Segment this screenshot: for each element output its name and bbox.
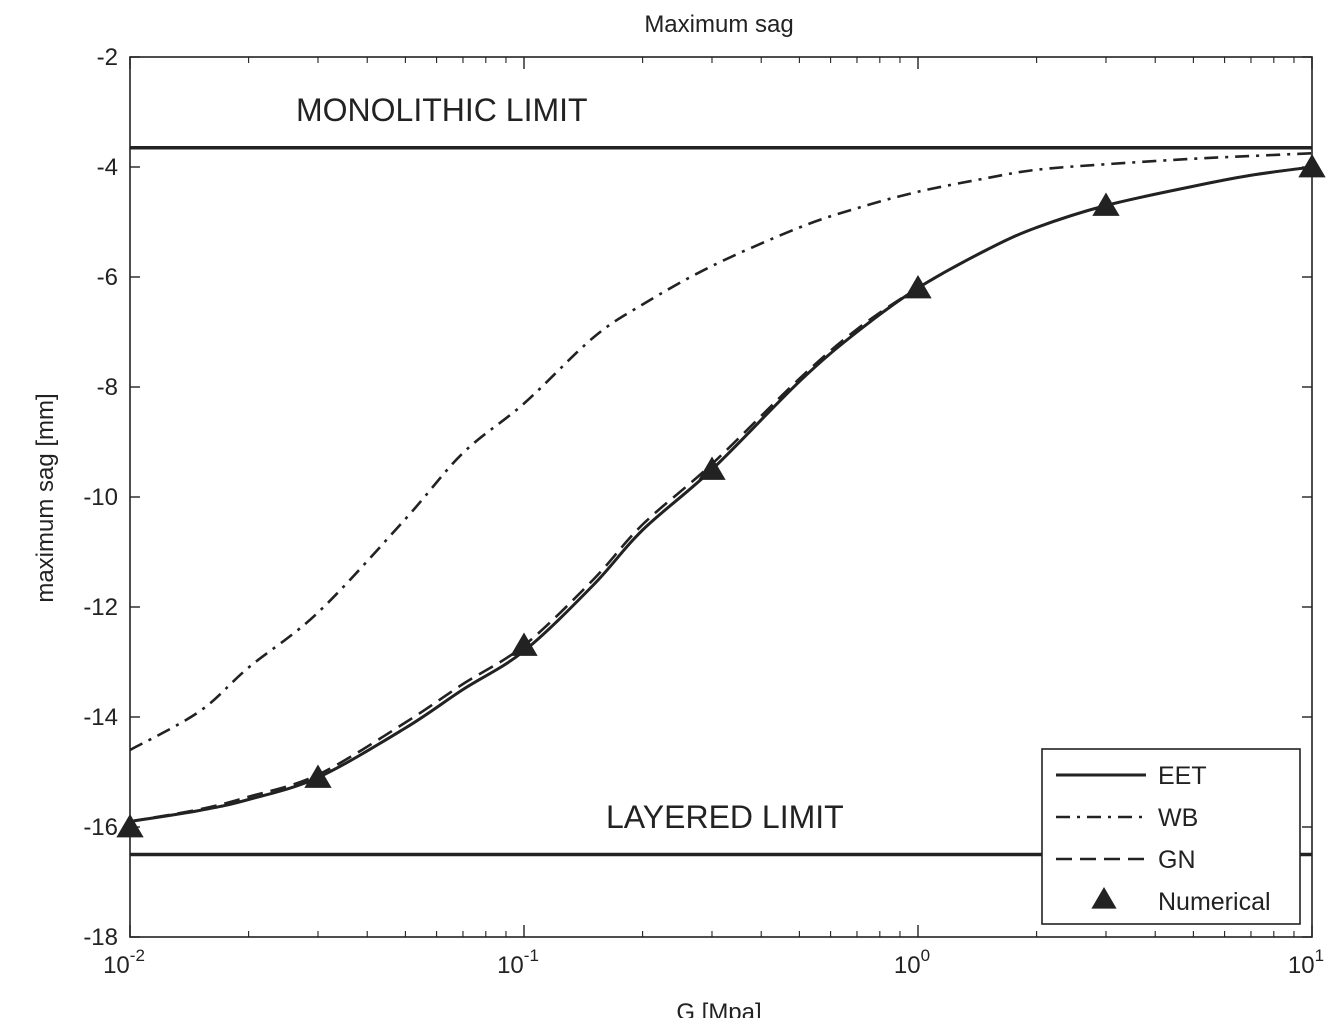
y-tick-label: -6 — [97, 264, 118, 291]
legend-label-gn: GN — [1158, 846, 1196, 874]
y-tick-label: -18 — [83, 924, 118, 951]
legend-label-wb: WB — [1158, 804, 1198, 832]
marker-numerical — [510, 632, 538, 656]
y-tick-label: -14 — [83, 704, 118, 731]
legend-label-numerical: Numerical — [1158, 888, 1271, 916]
y-tick-label: -2 — [97, 44, 118, 71]
x-tick-label: 100 — [894, 946, 930, 979]
marker-numerical — [116, 814, 144, 838]
marker-numerical — [1298, 154, 1326, 178]
x-tick-label: 101 — [1288, 946, 1324, 979]
y-tick-label: -16 — [83, 814, 118, 841]
marker-numerical — [304, 764, 332, 788]
marker-numerical — [698, 456, 726, 480]
legend: EET WB GN Numerical — [1041, 748, 1301, 925]
y-axis-label: maximum sag [mm] — [32, 393, 59, 602]
marker-numerical — [904, 275, 932, 299]
annotation-monolithic-limit: MONOLITHIC LIMIT — [296, 92, 588, 128]
annotation-layered-limit: LAYERED LIMIT — [606, 799, 844, 835]
y-tick-label: -4 — [97, 154, 118, 181]
legend-marker-numerical — [1091, 887, 1117, 909]
x-tick-label: 10-1 — [497, 946, 539, 979]
x-axis-label: G [Mpa] — [676, 999, 761, 1018]
y-tick-label: -10 — [83, 484, 118, 511]
numerical-markers — [116, 154, 1326, 838]
series-line-wb — [129, 151, 1313, 752]
y-tick-label: -12 — [83, 594, 118, 621]
marker-numerical — [1092, 192, 1120, 216]
y-tick-label: -8 — [97, 374, 118, 401]
legend-box — [1041, 748, 1301, 925]
x-tick-label: 10-2 — [103, 946, 145, 979]
chart-title: Maximum sag — [644, 11, 793, 38]
legend-label-eet: EET — [1158, 762, 1207, 790]
